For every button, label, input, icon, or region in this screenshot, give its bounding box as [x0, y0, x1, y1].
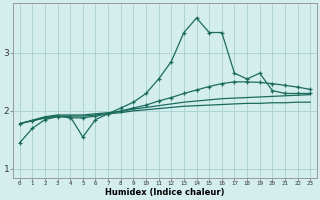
X-axis label: Humidex (Indice chaleur): Humidex (Indice chaleur) [105, 188, 225, 197]
